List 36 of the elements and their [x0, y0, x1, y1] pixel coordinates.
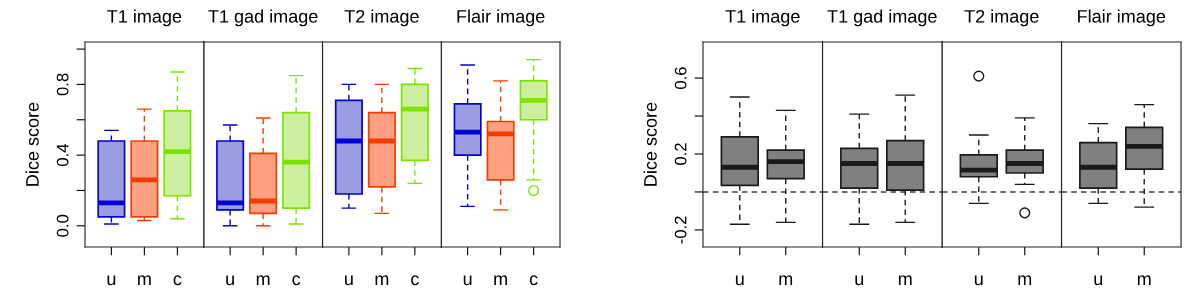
x-tick-label: u — [974, 275, 983, 286]
y-tick-label: 0.0 — [56, 214, 69, 237]
chart-title: T1 gad image — [208, 9, 318, 27]
x-tick-label: u — [345, 275, 353, 286]
chart-title: Flair image — [457, 9, 545, 27]
x-tick-label: c — [173, 275, 182, 286]
chart-title: T1 image — [107, 9, 182, 27]
chart-title: T1 gad image — [827, 9, 937, 27]
chart-title: Flair image — [1078, 9, 1166, 27]
chart-title: T2 image — [964, 9, 1039, 27]
x-tick-label: u — [1094, 275, 1103, 286]
y-tick-label: -0.2 — [674, 216, 687, 244]
x-tick-label: c — [292, 275, 301, 286]
x-tick-label: m — [494, 275, 507, 286]
x-tick-label: m — [138, 275, 151, 286]
x-tick-label: m — [1137, 275, 1151, 286]
x-tick-label: c — [529, 275, 538, 286]
x-tick-label: u — [855, 275, 864, 286]
x-tick-label: m — [256, 275, 270, 286]
x-tick-label: c — [411, 275, 419, 286]
y-tick-label: 0.4 — [56, 144, 69, 167]
x-tick-label: u — [226, 275, 234, 286]
x-tick-label: u — [735, 275, 744, 286]
y-tick-label: 0.8 — [56, 73, 69, 96]
y-axis-title: Dice score — [643, 102, 657, 186]
y-tick-label: 0.6 — [674, 67, 687, 89]
y-tick-label: 0.2 — [674, 143, 687, 165]
x-tick-label: m — [898, 275, 912, 286]
y-axis-title: Dice score — [25, 102, 39, 186]
x-tick-label: m — [779, 275, 793, 286]
x-tick-label: u — [107, 275, 116, 286]
chart-title: T2 image — [344, 9, 419, 27]
chart-title: T1 image — [725, 9, 800, 27]
x-tick-label: m — [375, 275, 389, 286]
x-tick-label: u — [463, 275, 472, 286]
x-tick-label: m — [1018, 275, 1032, 286]
